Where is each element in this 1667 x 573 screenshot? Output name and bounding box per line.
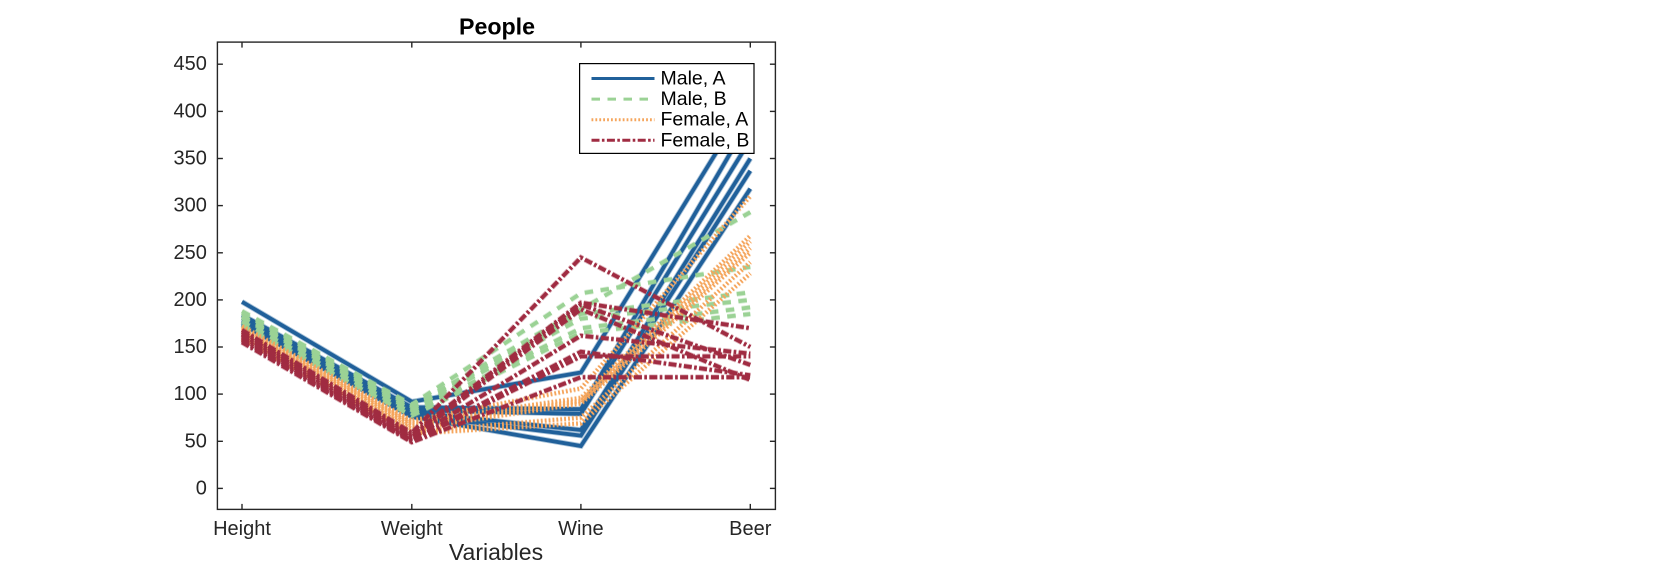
svg-text:People: People	[459, 13, 535, 39]
svg-text:Beer: Beer	[729, 518, 772, 540]
svg-text:Female, A: Female, A	[661, 109, 749, 131]
svg-text:400: 400	[174, 100, 207, 122]
svg-text:350: 350	[174, 148, 207, 170]
svg-text:100: 100	[174, 383, 207, 405]
svg-text:Weight: Weight	[381, 518, 443, 540]
svg-text:150: 150	[174, 336, 207, 358]
svg-text:450: 450	[174, 53, 207, 75]
svg-text:Male, A: Male, A	[661, 68, 726, 90]
svg-text:Wine: Wine	[558, 518, 604, 540]
svg-text:50: 50	[185, 430, 207, 452]
svg-text:Variables: Variables	[449, 539, 543, 565]
svg-text:0: 0	[196, 477, 207, 499]
svg-text:Female, B: Female, B	[661, 129, 750, 151]
svg-text:Male, B: Male, B	[661, 88, 727, 110]
svg-text:300: 300	[174, 195, 207, 217]
svg-text:200: 200	[174, 289, 207, 311]
svg-text:Height: Height	[213, 518, 271, 540]
svg-text:250: 250	[174, 242, 207, 264]
